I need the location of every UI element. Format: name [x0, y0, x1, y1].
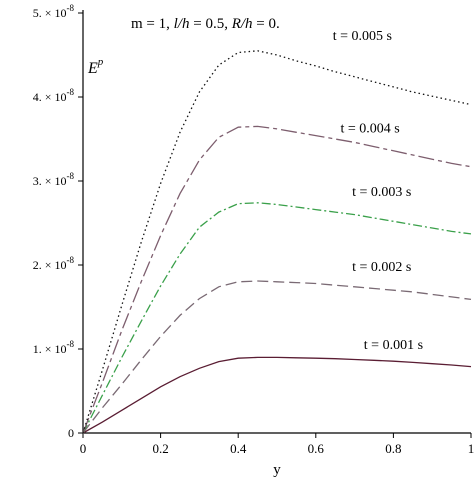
series-label-2: t = 0.002 s	[352, 260, 411, 275]
title-rh-var: R/h	[231, 16, 253, 32]
series-line-3	[82, 202, 472, 434]
x-axis-label: y	[273, 462, 281, 478]
series-label-3: t = 0.003 s	[352, 185, 411, 200]
y-axis-label-sup: p	[97, 56, 104, 68]
series-lines	[82, 50, 472, 434]
y-tick-label: 1. × 10-8	[33, 339, 75, 356]
series-label-5: t = 0.005 s	[333, 29, 392, 44]
y-ticks: 0 1. × 10-8 2. × 10-8 3. × 10-8 4. × 10-8 5. …	[33, 3, 83, 440]
y-tick-label: 4. × 10-8	[33, 87, 75, 104]
x-tick-label: 0.2	[152, 441, 168, 456]
title-m: m = 1,	[131, 16, 174, 32]
series-label-4: t = 0.004 s	[341, 121, 400, 136]
chart-title: m = 1, l/h = 0.5, R/h = 0.	[131, 16, 280, 32]
series-labels: t = 0.001 s t = 0.002 s t = 0.003 s t = 0.0…	[333, 29, 423, 353]
x-tick-label: 0.6	[308, 441, 325, 456]
x-tick-label: 1	[468, 441, 474, 456]
x-tick-label: 0.4	[230, 441, 247, 456]
series-label-1: t = 0.001 s	[364, 338, 423, 353]
y-tick-label: 3. × 10-8	[33, 171, 75, 188]
x-tick-label: 0.8	[385, 441, 401, 456]
series-line-2	[82, 280, 472, 434]
title-rh-val: = 0.	[253, 16, 280, 32]
y-tick-label: 5. × 10-8	[33, 3, 75, 20]
x-ticks: 0 0.2 0.4 0.6 0.8 1	[80, 433, 474, 456]
series-line-1	[82, 356, 472, 434]
series-line-5	[82, 50, 472, 434]
title-lh-var: l/h	[174, 16, 190, 32]
series-line-4	[82, 125, 472, 434]
y-tick-label: 2. × 10-8	[33, 255, 75, 272]
title-lh-val: = 0.5,	[189, 16, 231, 32]
y-axis-label-main: E	[87, 60, 98, 77]
x-tick-label: 0	[80, 441, 87, 456]
y-axis-label: Ep	[87, 56, 104, 77]
y-tick-label: 0	[68, 426, 74, 440]
